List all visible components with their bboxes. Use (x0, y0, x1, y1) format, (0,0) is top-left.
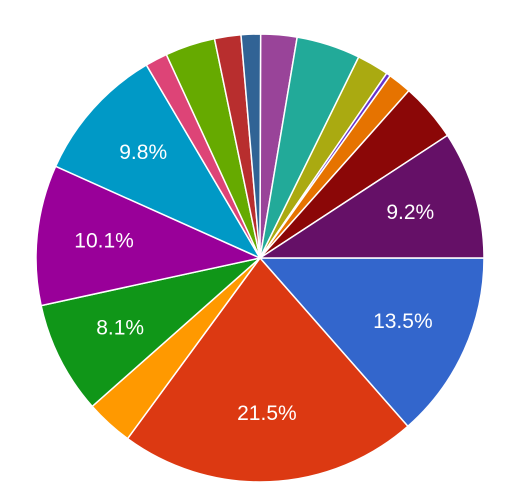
slice-label: 8.1% (96, 316, 144, 339)
pie-slice (126, 256, 409, 483)
slice-label: 21.5% (237, 402, 297, 425)
pie-slice (257, 134, 485, 259)
slice-label: 10.1% (74, 229, 134, 252)
slice-label: 9.2% (386, 201, 434, 224)
pie-slice (35, 165, 263, 307)
slice-label: 13.5% (373, 310, 433, 333)
slice-label: 9.8% (119, 141, 167, 164)
pie-slice (258, 257, 485, 428)
pie-slice (40, 256, 263, 408)
pie-slice (54, 63, 262, 260)
